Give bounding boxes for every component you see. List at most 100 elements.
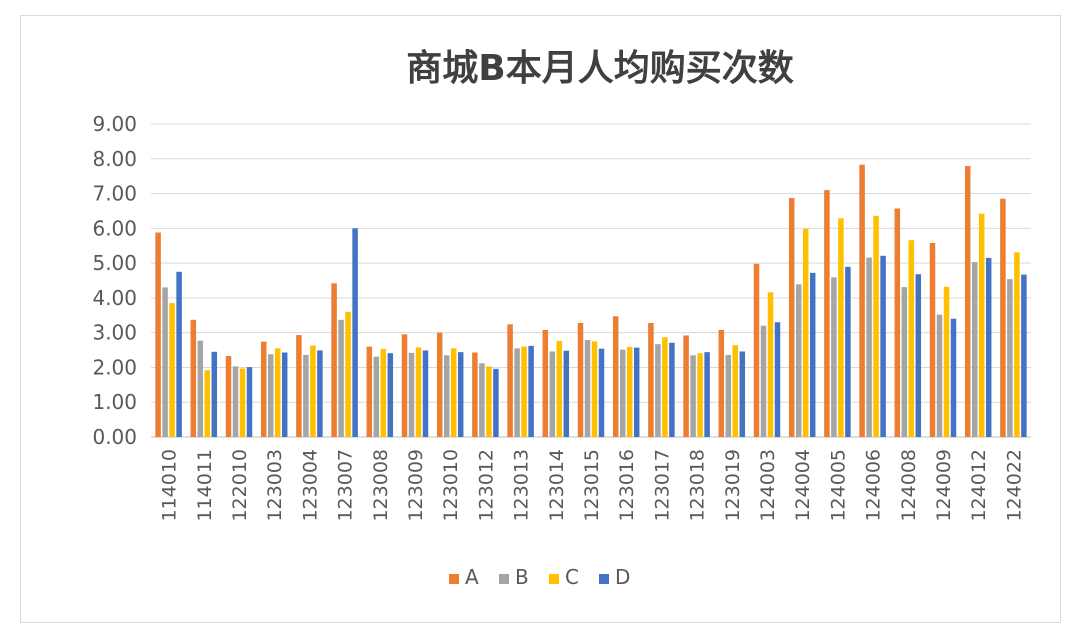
bar-A-114010 [155, 232, 161, 437]
x-tick-label: 114011 [194, 449, 216, 522]
bar-B-123019 [725, 354, 732, 437]
x-tick-label: 124012 [968, 449, 990, 522]
bar-D-124004 [809, 272, 816, 437]
bar-B-123014 [549, 351, 556, 437]
bar-B-124006 [866, 257, 872, 437]
bar-B-124004 [795, 284, 802, 437]
bar-C-123012 [486, 366, 492, 437]
bar-C-123015 [591, 341, 598, 437]
bar-C-124005 [838, 218, 844, 437]
bar-B-124003 [760, 325, 767, 437]
bar-B-123018 [690, 355, 696, 437]
x-tick-label: 123008 [370, 449, 392, 522]
bar-C-123014 [556, 341, 563, 437]
bar-A-124012 [964, 166, 971, 437]
bar-D-123010 [457, 352, 464, 437]
bar-A-123014 [542, 329, 549, 437]
legend-label-B: B [515, 565, 529, 589]
bar-C-123008 [380, 349, 387, 437]
x-tick-label: 124006 [863, 449, 885, 522]
bar-D-124003 [774, 322, 781, 437]
y-tick-label: 2.00 [92, 355, 137, 379]
bar-A-124022 [1000, 198, 1006, 437]
bar-C-124004 [802, 228, 809, 437]
bar-A-123012 [472, 352, 478, 437]
bar-B-124012 [971, 262, 978, 437]
bar-A-123013 [507, 324, 513, 437]
x-tick-label: 123014 [546, 449, 568, 522]
bar-C-123007 [345, 311, 351, 437]
bar-D-123018 [704, 352, 710, 437]
bar-C-124008 [908, 240, 915, 437]
bar-D-114011 [211, 351, 218, 437]
x-tick-label: 123004 [299, 449, 321, 522]
bar-D-124008 [915, 274, 922, 437]
bar-C-124022 [1014, 252, 1020, 437]
bar-D-123012 [493, 368, 499, 437]
bar-C-123016 [626, 346, 633, 437]
x-tick-label: 124022 [1003, 449, 1025, 522]
legend-swatch-A [449, 574, 459, 584]
y-tick-label: 4.00 [92, 286, 137, 310]
bar-B-124005 [831, 277, 837, 437]
bar-A-123017 [648, 322, 654, 437]
bar-A-123016 [612, 316, 619, 437]
bar-A-124003 [753, 263, 760, 437]
bar-A-124008 [894, 208, 901, 437]
bar-A-124009 [929, 242, 936, 437]
bars [155, 164, 1027, 437]
x-tick-label: 123012 [475, 449, 497, 522]
bar-B-123010 [443, 355, 450, 437]
y-tick-label: 8.00 [92, 147, 137, 171]
bar-D-123008 [387, 353, 394, 437]
bar-B-123004 [303, 354, 309, 437]
bar-C-114010 [169, 303, 175, 437]
x-tick-label: 123003 [264, 449, 286, 522]
x-tick-label: 122010 [229, 449, 251, 522]
x-tick-label: 124008 [898, 449, 920, 522]
bar-B-123013 [514, 348, 520, 437]
bar-C-124012 [978, 213, 985, 437]
bar-A-123004 [296, 335, 302, 437]
bar-B-114011 [197, 340, 204, 437]
bar-B-124009 [936, 314, 943, 437]
bar-B-123008 [373, 356, 380, 437]
x-tick-label: 123019 [722, 449, 744, 522]
bar-D-124006 [880, 255, 886, 437]
bar-D-123013 [528, 345, 534, 437]
legend-label-C: C [565, 565, 579, 589]
legend-swatch-C [549, 574, 559, 584]
bar-D-123009 [422, 350, 429, 437]
bar-C-124009 [943, 286, 950, 437]
x-tick-label: 123010 [440, 449, 462, 522]
bar-D-123003 [281, 352, 288, 437]
bar-A-123018 [683, 335, 689, 437]
bar-D-123017 [669, 342, 675, 437]
bar-D-123016 [633, 347, 640, 437]
x-tick-label: 123007 [335, 449, 357, 522]
bar-B-123015 [584, 339, 591, 437]
x-tick-label: 123013 [511, 449, 533, 522]
bar-C-124006 [873, 215, 879, 437]
bar-D-124005 [845, 266, 851, 437]
bar-B-124008 [901, 287, 908, 437]
y-tick-label: 7.00 [92, 182, 137, 206]
bar-D-123007 [352, 228, 358, 437]
bar-C-123010 [450, 348, 457, 437]
bar-A-123007 [331, 283, 337, 437]
chart-frame: 商城B本月人均购买次数 0.00 1.00 2.00 3.00 4.00 5.00 6.00… [20, 15, 1061, 623]
bar-C-114011 [204, 370, 211, 437]
x-tick-label: 124005 [827, 449, 849, 522]
y-tick-label: 0.00 [92, 425, 137, 449]
bar-D-123019 [739, 351, 746, 437]
bar-C-123004 [310, 345, 316, 437]
bar-D-124022 [1021, 274, 1027, 437]
bar-B-124022 [1007, 279, 1013, 437]
x-tick-label: 124004 [792, 449, 814, 522]
bar-A-123010 [436, 332, 443, 437]
x-axis-ticks: 114010 114011 122010 123003 123004 123007 1230… [159, 449, 1026, 522]
bar-A-123009 [401, 334, 408, 437]
legend-swatch-D [599, 574, 609, 584]
bar-A-123015 [577, 322, 584, 437]
x-tick-label: 124003 [757, 449, 779, 522]
